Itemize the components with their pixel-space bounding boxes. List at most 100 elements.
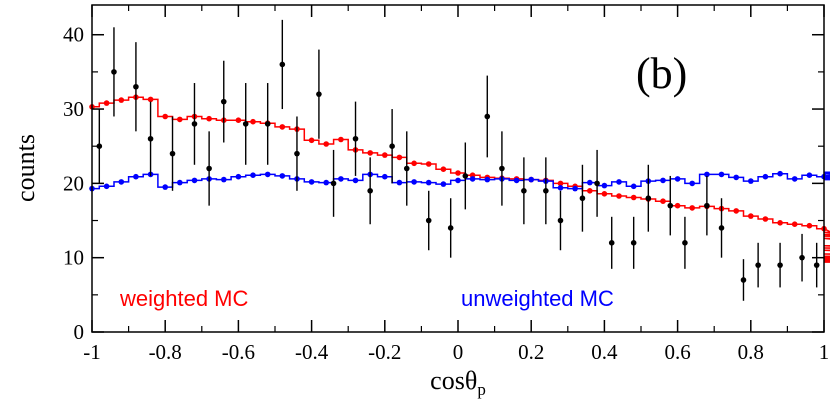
histogram-marker: [733, 174, 739, 181]
axis-ticks: -1 -0.8 -0.6 -0.4 -0.2 0 0.2 0.4 0.6 0.8 101020304…: [63, 5, 829, 364]
data-point: [667, 202, 674, 209]
histogram-marker: [162, 113, 168, 120]
histogram-marker: [630, 194, 637, 201]
histogram-marker: [323, 179, 330, 186]
data-point: [279, 61, 286, 68]
series-data: [96, 19, 820, 301]
data-point: [484, 113, 491, 120]
histogram-marker: [806, 222, 813, 229]
data-point: [543, 187, 549, 194]
histogram-marker: [689, 205, 695, 211]
histogram-marker: [250, 172, 256, 178]
histogram-marker: [748, 213, 754, 219]
histogram-marker: [587, 188, 593, 194]
histogram-marker: [630, 183, 637, 190]
histogram-marker: [352, 177, 359, 184]
data-point: [579, 195, 586, 202]
data-point: [755, 262, 761, 268]
histogram-step-line: [92, 171, 830, 190]
histogram-marker: [791, 176, 798, 182]
data-point: [403, 165, 410, 172]
histogram-marker: [103, 100, 110, 106]
data-point: [242, 121, 249, 127]
y-tick-label: 20: [63, 171, 84, 195]
histogram-marker: [528, 176, 534, 183]
histogram-marker: [425, 179, 432, 186]
histogram-marker: [206, 115, 212, 122]
x-tick-label: 1: [819, 340, 830, 364]
data-point: [447, 225, 454, 231]
histogram-marker: [323, 141, 330, 147]
histogram-marker: [572, 185, 578, 192]
data-point: [608, 240, 615, 246]
x-tick-label: -0.4: [295, 340, 329, 364]
histogram-marker: [557, 185, 564, 191]
y-tick-label: 30: [63, 97, 84, 121]
histogram-marker: [513, 177, 520, 184]
histogram-marker: [469, 176, 476, 182]
histogram-marker: [660, 177, 666, 184]
data-point: [425, 217, 432, 224]
data-point: [352, 135, 359, 142]
data-point: [191, 121, 198, 127]
histogram-marker: [133, 173, 139, 180]
histogram-marker: [733, 208, 739, 214]
histogram-marker: [308, 179, 315, 185]
histogram-marker: [396, 154, 403, 161]
panel-label: (b): [636, 49, 687, 98]
histogram-marker: [338, 176, 344, 182]
histogram-marker: [338, 136, 344, 143]
histogram-marker: [557, 180, 564, 187]
y-tick-label: 40: [63, 23, 84, 47]
histogram-marker: [221, 176, 227, 183]
data-point: [316, 91, 322, 97]
data-point: [169, 150, 176, 157]
histogram-marker: [118, 179, 125, 185]
x-axis-label: cosθp: [430, 366, 486, 399]
data-point: [389, 143, 395, 150]
histogram-marker: [777, 220, 783, 226]
histogram-marker: [791, 221, 798, 227]
histogram-marker: [162, 184, 168, 190]
histogram-marker: [367, 150, 374, 156]
histogram-marker: [279, 124, 286, 130]
data-point: [147, 135, 154, 142]
x-axis-label-theta: θ: [465, 366, 477, 395]
x-axis-label-cos: cos: [430, 366, 465, 395]
legend-weighted-mc: weighted MC: [119, 286, 249, 311]
histogram-marker: [718, 171, 725, 178]
histogram-marker: [455, 170, 461, 176]
histogram-marker: [689, 180, 695, 187]
x-tick-label: 0.6: [664, 340, 690, 364]
data-point: [704, 202, 710, 209]
histogram-marker: [118, 97, 125, 103]
histogram-marker: [616, 193, 622, 199]
y-tick-label: 10: [63, 246, 84, 270]
histogram-marker: [616, 179, 622, 185]
x-tick-label: 0: [453, 340, 464, 364]
x-tick-label: -0.2: [368, 340, 401, 364]
x-tick-label: -0.6: [222, 340, 255, 364]
histogram-marker: [425, 161, 432, 167]
y-tick-label: 0: [74, 320, 85, 344]
histogram-marker: [660, 198, 666, 204]
x-tick-label: 0.4: [591, 340, 618, 364]
data-point: [462, 173, 469, 179]
histogram-marker: [587, 179, 593, 186]
data-point: [133, 83, 139, 90]
histogram-marker: [674, 202, 681, 209]
histogram-marker: [396, 179, 403, 186]
plot-frame: [91, 4, 825, 333]
data-point: [330, 180, 337, 187]
data-point: [264, 121, 271, 127]
histogram-marker: [382, 173, 388, 180]
x-axis-label-subscript: p: [477, 380, 486, 399]
histogram-marker: [440, 166, 447, 172]
data-point: [645, 195, 652, 202]
data-point: [777, 262, 783, 268]
data-point: [630, 240, 637, 246]
data-point: [294, 150, 300, 157]
data-point: [111, 69, 117, 75]
histogram-marker: [748, 178, 754, 184]
data-point: [96, 143, 103, 150]
